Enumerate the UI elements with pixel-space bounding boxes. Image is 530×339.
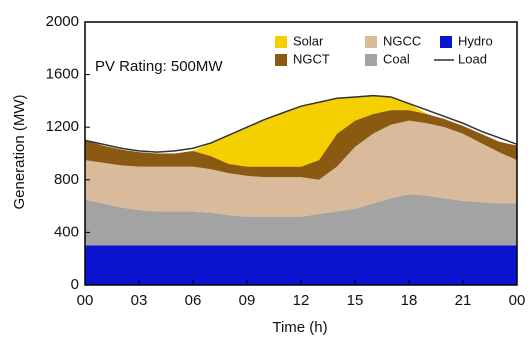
legend-label: Coal [383,51,410,66]
x-tick-label: 12 [293,292,310,309]
x-tick-label: 21 [455,292,472,309]
x-tick-label: 03 [131,292,148,309]
legend-swatch [365,54,377,66]
x-tick-label: 15 [347,292,364,309]
y-tick-label: 0 [71,276,79,293]
legend-label: Hydro [458,33,493,48]
legend-swatch [365,36,377,48]
y-tick-label: 400 [54,223,79,240]
legend-swatch [275,36,287,48]
x-tick-label: 06 [185,292,202,309]
annotation: PV Rating: 500MW [95,58,223,75]
y-tick-label: 2000 [46,13,79,30]
legend-label: Load [458,51,487,66]
y-tick-label: 800 [54,171,79,188]
area [85,110,517,180]
y-axis-label: Generation (MW) [11,94,28,209]
legend-swatch [440,36,452,48]
legend-label: Solar [293,33,324,48]
area [85,95,517,167]
legend-swatch [275,54,287,66]
y-tick-label: 1600 [46,66,79,83]
x-axis-label: Time (h) [272,319,327,336]
x-tick-label: 00 [509,292,526,309]
legend-label: NGCC [383,33,421,48]
load-line [84,94,518,153]
area [85,120,517,217]
x-tick-label: 18 [401,292,418,309]
y-tick-label: 1200 [46,118,79,135]
area [85,245,517,285]
legend-label: NGCT [293,51,330,66]
x-tick-label: 09 [239,292,256,309]
x-tick-label: 00 [77,292,94,309]
area [85,194,517,246]
